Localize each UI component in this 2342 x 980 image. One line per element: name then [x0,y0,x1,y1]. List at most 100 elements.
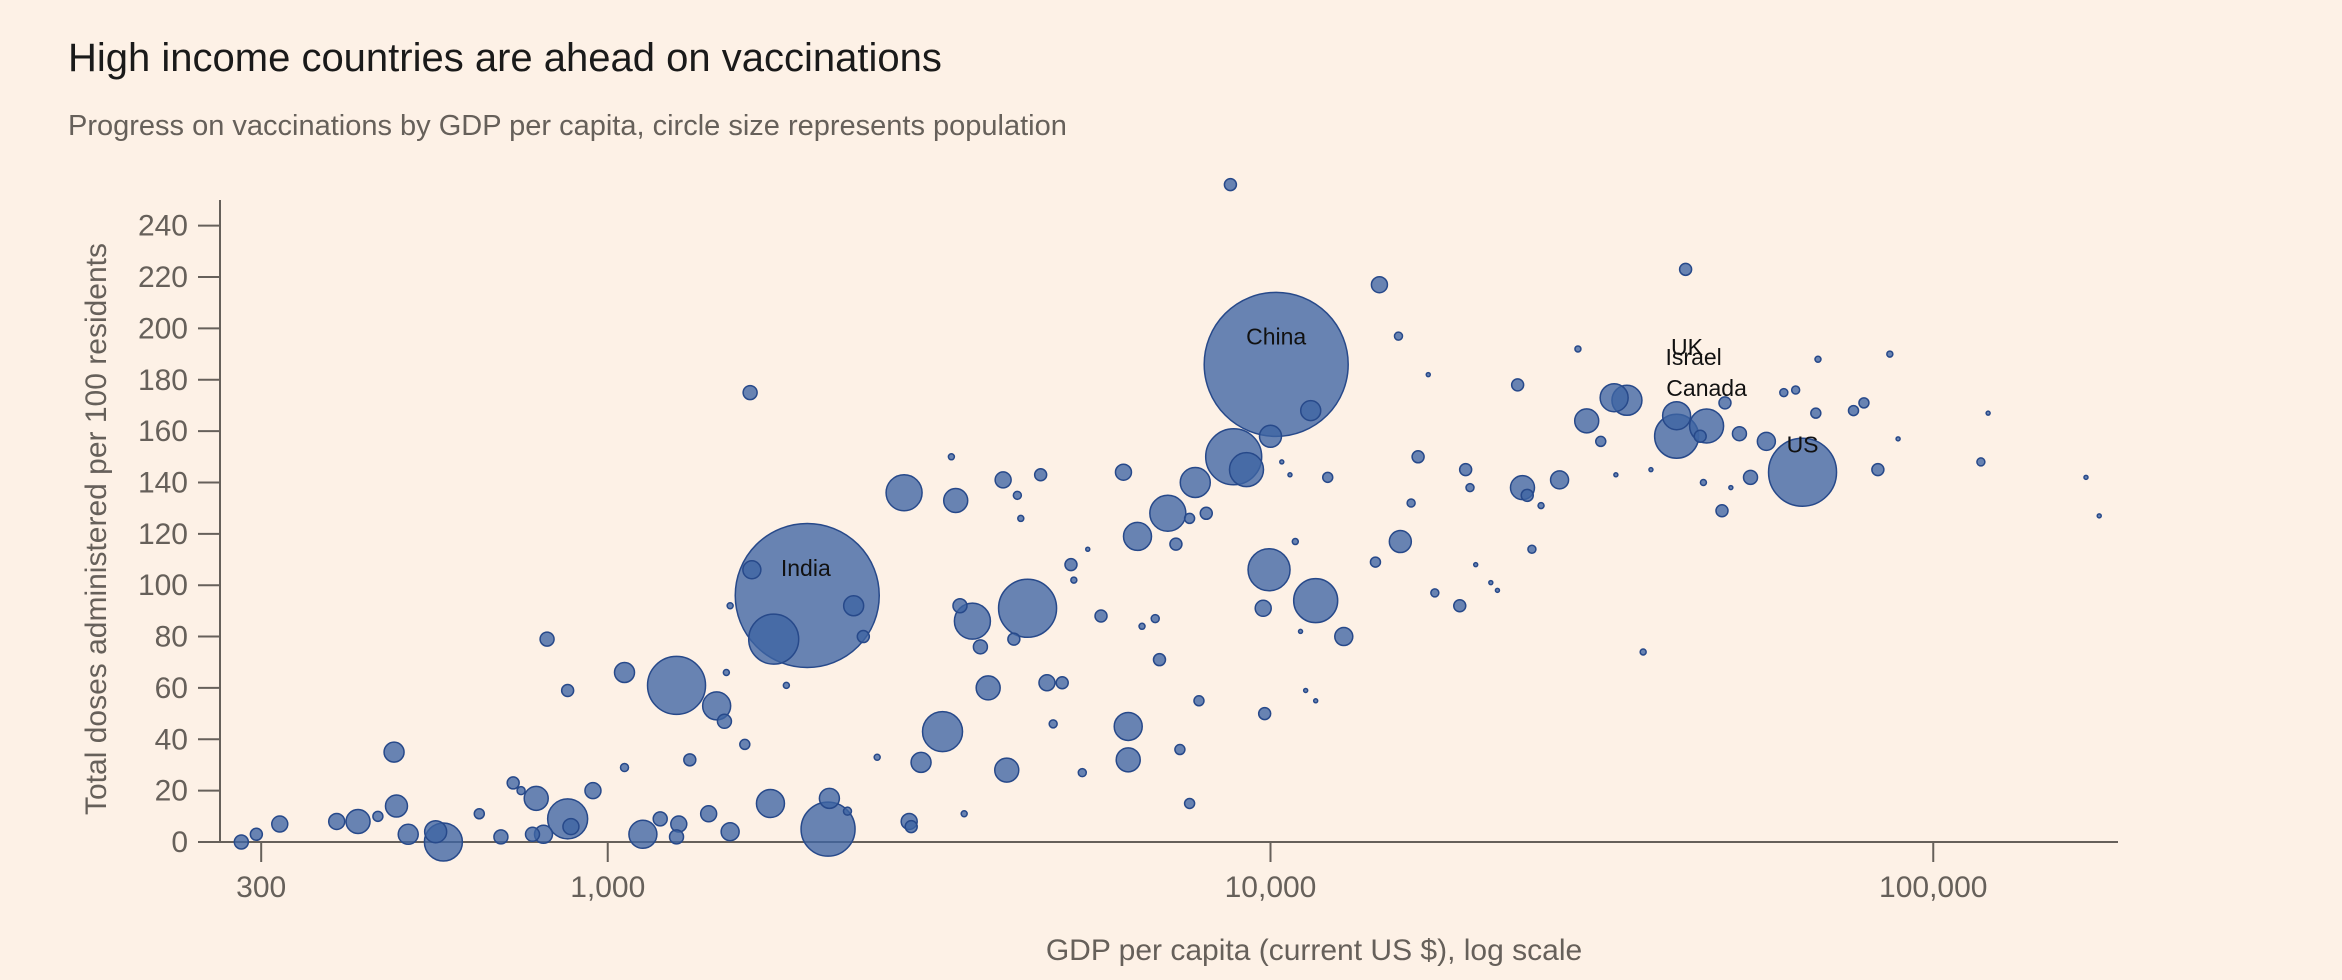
data-bubble [1114,463,1133,481]
data-bubble [1452,598,1467,613]
data-bubble [1122,521,1153,552]
y-tick-label: 200 [138,312,188,345]
data-bubble [1871,462,1885,477]
y-axis-title: Total doses administered per 100 residen… [80,243,113,815]
data-bubble [904,819,918,834]
axes: 0 20 40 60 80 100 120 140 160 180 200 220 240 300 1,00… [138,200,2118,904]
data-bubble [726,601,734,610]
data-bubble [1007,632,1021,646]
data-bubble [782,681,791,690]
data-bubble [668,829,685,845]
data-bubble [372,810,384,823]
x-tick-label: 100,000 [1879,871,1987,904]
y-tick-label: 240 [138,210,188,243]
data-bubble [1465,482,1475,493]
data-bubble [1388,529,1413,554]
data-bubble [1179,466,1212,499]
y-tick-label: 80 [155,621,188,654]
data-bubble [1258,424,1283,449]
data-bubble [1728,484,1734,491]
data-bubble [722,668,731,677]
annotation-us: US [1787,432,1819,458]
data-bubble [1472,561,1479,568]
data-bubble [271,815,289,833]
y-tick-label: 140 [138,466,188,499]
data-bubble [1223,177,1238,192]
x-tick-label: 1,000 [570,871,645,904]
data-bubble [1228,451,1265,488]
data-bubble [947,453,956,461]
data-bubble [1527,544,1537,554]
data-bubble [699,805,718,823]
data-bubble [1693,429,1707,444]
data-bubble [473,808,486,820]
data-bubble [1715,503,1729,518]
data-bubble [739,738,751,751]
data-bubble [1033,468,1048,482]
data-bubble [1595,435,1607,448]
data-bubble [716,713,733,730]
y-tick-label: 20 [155,775,188,808]
data-bubble [1183,512,1196,525]
data-bubble [1731,425,1748,442]
data-bubble [1790,385,1801,395]
data-bubble [1017,514,1025,523]
data-bubble [1113,711,1143,742]
data-bubble [1055,676,1069,690]
data-bubble [742,560,762,580]
data-bubble [818,787,841,810]
data-bubble [1976,457,1986,467]
data-bubble [1369,556,1382,568]
y-tick-label: 100 [138,569,188,602]
data-bubble [742,384,758,401]
data-bubble [720,821,740,842]
data-bubble [397,823,419,846]
data-bubble [1767,437,1838,507]
data-bubble [1012,490,1023,501]
data-bubble [1886,350,1894,358]
data-bubble [910,751,932,774]
data-bubble [701,691,732,721]
data-bubble [1257,706,1272,721]
data-bubble [1537,501,1545,510]
y-tick-label: 220 [138,261,188,294]
data-bubble [249,827,264,842]
data-bubble [1312,698,1319,704]
data-bubble [1494,587,1501,594]
data-bubble [1174,743,1186,756]
data-bubble [613,661,636,684]
data-bubble [1613,472,1619,478]
data-bubble [1149,494,1187,533]
data-bubble [523,785,549,812]
data-bubble [1639,648,1647,656]
data-bubble [1411,450,1425,464]
data-bubble [1814,355,1822,363]
y-tick-label: 0 [171,826,188,859]
data-bubble [1599,382,1629,413]
data-bubble [1150,613,1160,624]
data-bubble [873,753,881,762]
y-tick-label: 60 [155,672,188,705]
data-bubble [952,597,968,614]
data-bubble [994,757,1020,783]
data-bubble [1510,378,1525,392]
data-bubble [842,806,853,816]
data-bubble [233,834,250,850]
data-bubble [1152,652,1167,667]
data-bubble [1756,431,1777,452]
data-bubble [842,594,865,617]
data-bubble [942,487,969,514]
data-bubble [1678,262,1693,277]
data-bubble [975,675,1001,701]
data-bubble [652,811,668,827]
data-bubble [1406,498,1416,508]
data-bubble [1810,407,1822,419]
data-bubble [506,776,520,790]
data-bubble [1094,609,1108,623]
y-tick-label: 160 [138,415,188,448]
data-bubble [516,785,526,796]
chart-title: High income countries are ahead on vacci… [68,36,942,80]
data-bubble [1520,488,1534,503]
